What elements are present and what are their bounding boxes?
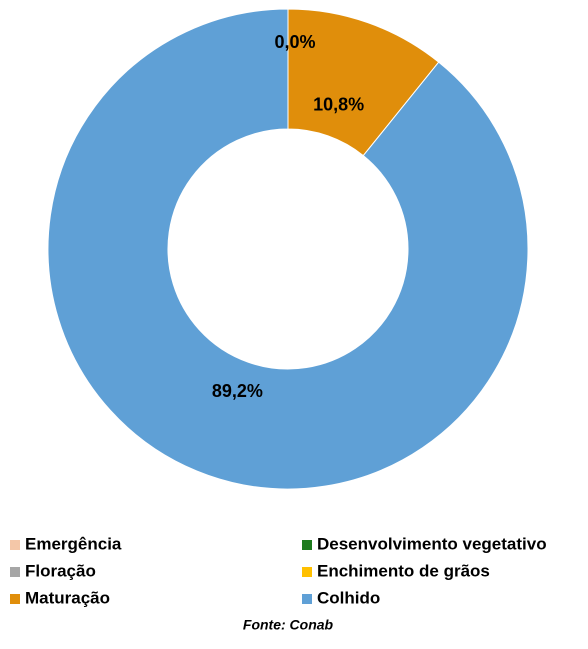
- legend-swatch: [302, 594, 312, 604]
- legend-swatch: [10, 567, 20, 577]
- legend-label: Enchimento de grãos: [317, 561, 490, 580]
- legend-label: Colhido: [317, 588, 380, 607]
- data-label: 0,0%: [274, 32, 315, 52]
- legend-swatch: [302, 540, 312, 550]
- source: Fonte: Conab: [243, 617, 334, 633]
- legend-label: Desenvolvimento vegetativo: [317, 534, 547, 553]
- legend-swatch: [10, 540, 20, 550]
- legend-label: Maturação: [25, 588, 110, 607]
- legend-swatch: [10, 594, 20, 604]
- legend-label: Floração: [25, 561, 96, 580]
- legend-swatch: [302, 567, 312, 577]
- legend-label: Emergência: [25, 534, 122, 553]
- donut-slice: [47, 8, 529, 490]
- data-label: 89,2%: [212, 381, 263, 401]
- data-label: 10,8%: [313, 94, 364, 114]
